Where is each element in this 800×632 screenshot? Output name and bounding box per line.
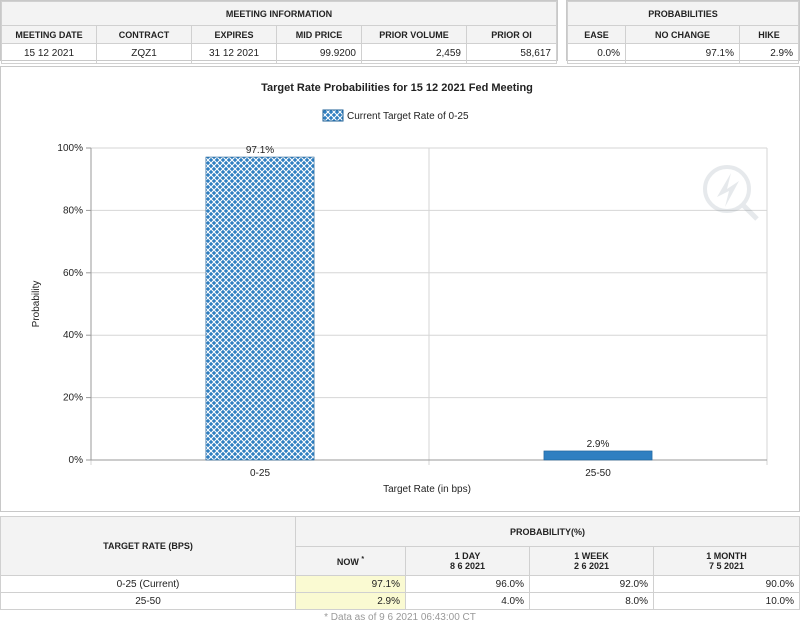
cell-1week: 92.0%	[529, 575, 654, 593]
col-1week-date: 2 6 2021	[573, 561, 610, 571]
hike-value: 2.9%	[739, 43, 799, 64]
cell-1day: 4.0%	[405, 592, 530, 610]
cell-1week: 8.0%	[529, 592, 654, 610]
target-rate-header: TARGET RATE (BPS)	[0, 516, 296, 576]
x-axis-label: Target Rate (in bps)	[383, 484, 471, 495]
col-now-header: NOW *	[295, 546, 406, 576]
probabilities-title: PROBABILITIES	[567, 1, 799, 26]
x-tick-label: 25-50	[585, 468, 611, 479]
cell-1month: 90.0%	[653, 575, 800, 593]
col-1week-label: 1 WEEK	[574, 551, 609, 561]
cell-1month: 10.0%	[653, 592, 800, 610]
mid-price-header: MID PRICE	[276, 25, 362, 44]
no-change-value: 97.1%	[625, 43, 740, 64]
col-1day-label: 1 DAY	[454, 551, 481, 561]
prior-oi-header: PRIOR OI	[466, 25, 557, 44]
data-label: 97.1%	[246, 145, 274, 156]
bar-25-50	[543, 450, 653, 461]
legend: Current Target Rate of 0-25	[322, 109, 469, 122]
y-axis-ticks: 0% 20% 40% 60% 80% 100%	[57, 143, 91, 466]
row-rate: 25-50	[0, 592, 296, 610]
chart-panel: Target Rate Probabilities for 15 12 2021…	[0, 66, 800, 512]
chart-grid	[90, 147, 768, 465]
col-1month-label: 1 MONTH	[706, 551, 747, 561]
y-tick-label: 80%	[63, 205, 83, 216]
table-row: 0-25 (Current) 97.1% 96.0% 92.0% 90.0%	[0, 575, 800, 593]
y-tick-label: 0%	[69, 455, 84, 466]
row-rate: 0-25 (Current)	[0, 575, 296, 593]
cell-now: 2.9%	[295, 592, 406, 610]
col-1day-date: 8 6 2021	[449, 561, 486, 571]
y-axis-label: Probability	[31, 281, 42, 328]
prior-volume-value: 2,459	[361, 43, 467, 64]
contract-header: CONTRACT	[96, 25, 192, 44]
meeting-information-panel: MEETING INFORMATION MEETING DATE CONTRAC…	[0, 0, 558, 64]
ease-header: EASE	[567, 25, 626, 44]
col-1week-header: 1 WEEK 2 6 2021	[529, 546, 654, 576]
y-tick-label: 20%	[63, 393, 83, 404]
target-rate-table-panel: TARGET RATE (BPS) PROBABILITY(%) NOW * 1…	[0, 516, 800, 632]
table-row: 25-50 2.9% 4.0% 8.0% 10.0%	[0, 592, 800, 610]
y-tick-label: 60%	[63, 268, 83, 279]
x-tick-label: 0-25	[250, 468, 270, 479]
mid-price-value: 99.9200	[276, 43, 362, 64]
bar-0-25	[205, 156, 315, 461]
no-change-header: NO CHANGE	[625, 25, 740, 44]
col-1month-header: 1 MONTH 7 5 2021	[653, 546, 800, 576]
chart-bars: 97.1% 2.9%	[205, 145, 653, 461]
contract-value: ZQZ1	[96, 43, 192, 64]
expires-header: EXPIRES	[191, 25, 277, 44]
meeting-date-header: MEETING DATE	[1, 25, 97, 44]
col-now-sup: *	[361, 555, 365, 563]
cell-1day: 96.0%	[405, 575, 530, 593]
legend-label: Current Target Rate of 0-25	[347, 111, 469, 122]
prior-oi-value: 58,617	[466, 43, 557, 64]
y-tick-label: 100%	[57, 143, 83, 154]
x-axis-ticks: 0-25 25-50	[250, 468, 611, 479]
target-rate-table: TARGET RATE (BPS) PROBABILITY(%) NOW * 1…	[0, 516, 800, 610]
col-1day-header: 1 DAY 8 6 2021	[405, 546, 530, 576]
probability-header: PROBABILITY(%)	[295, 516, 800, 547]
ease-value: 0.0%	[567, 43, 626, 64]
y-tick-label: 40%	[63, 330, 83, 341]
cell-now: 97.1%	[295, 575, 406, 593]
meeting-date-value: 15 12 2021	[1, 43, 97, 64]
hike-header: HIKE	[739, 25, 799, 44]
data-timestamp-note: * Data as of 9 6 2021 06:43:00 CT	[324, 612, 476, 623]
expires-value: 31 12 2021	[191, 43, 277, 64]
target-rate-chart: Target Rate Probabilities for 15 12 2021…	[31, 82, 768, 495]
meeting-information-title: MEETING INFORMATION	[1, 1, 557, 26]
watermark-icon	[703, 165, 759, 221]
data-label: 2.9%	[587, 439, 610, 450]
probabilities-panel: PROBABILITIES EASE NO CHANGE HIKE 0.0% 9…	[566, 0, 800, 64]
col-1month-date: 7 5 2021	[708, 561, 745, 571]
col-now-label: NOW	[336, 556, 359, 567]
chart-title: Target Rate Probabilities for 15 12 2021…	[261, 82, 533, 94]
prior-volume-header: PRIOR VOLUME	[361, 25, 467, 44]
legend-swatch	[322, 109, 344, 122]
